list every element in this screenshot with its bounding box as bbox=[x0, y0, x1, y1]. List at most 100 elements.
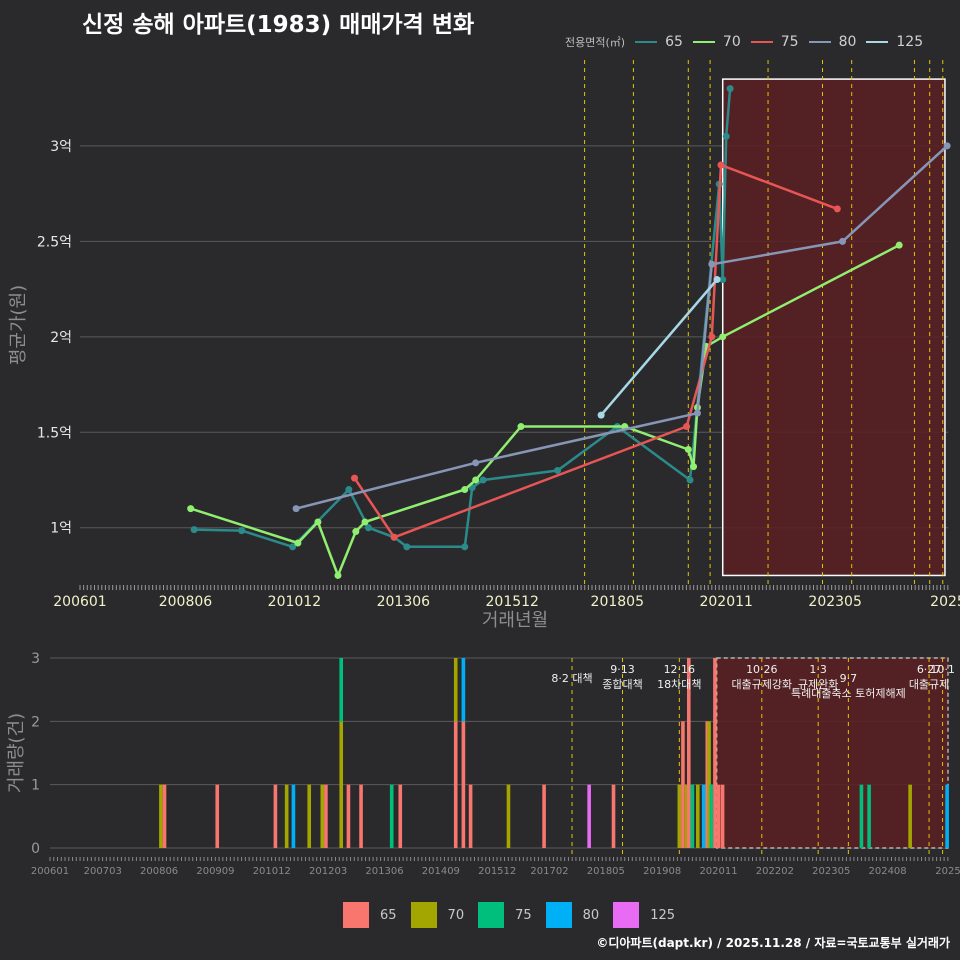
y-tick-label: 2.5억 bbox=[37, 234, 72, 250]
volume-bar-65 bbox=[716, 784, 721, 848]
x-tick-label: 2025 bbox=[935, 866, 960, 877]
volume-bar-75 bbox=[859, 784, 864, 848]
volume-bar-65 bbox=[324, 784, 328, 848]
volume-bar-65 bbox=[162, 784, 167, 848]
x-tick-label: 201702 bbox=[530, 866, 568, 877]
data-point-65 bbox=[686, 476, 694, 484]
data-point-80 bbox=[943, 142, 951, 150]
x-tick-label: 200806 bbox=[140, 866, 178, 877]
data-point-65 bbox=[461, 543, 469, 551]
volume-bar-65 bbox=[713, 658, 717, 848]
x-tick-label: 201805 bbox=[591, 594, 644, 610]
legend-item-65: 65 bbox=[635, 34, 683, 50]
bar-legend-item-65: 65 bbox=[343, 902, 397, 928]
x-tick-label: 202011 bbox=[699, 594, 752, 610]
volume-bar-65 bbox=[681, 721, 685, 848]
bar-legend-swatch bbox=[478, 902, 505, 928]
price-line-chart: 1억 1.5억 2억 2.5억 3억 200601 200806 201012 201306 20… bbox=[8, 60, 960, 631]
x-tick-label: 202202 bbox=[756, 866, 794, 877]
volume-bar-70 bbox=[506, 784, 511, 848]
data-point-75 bbox=[833, 205, 841, 213]
policy-annotation-label: 대출규제강화 bbox=[731, 678, 792, 691]
volume-bar-70 bbox=[908, 784, 912, 848]
bottom-legend: 65 70 75 80 125 bbox=[343, 902, 689, 928]
y-tick-label: 1.5억 bbox=[37, 425, 72, 441]
series-line-125 bbox=[600, 278, 719, 416]
bar-legend-item-70: 70 bbox=[410, 902, 464, 928]
bar-legend-swatch bbox=[545, 902, 572, 928]
series-line-80 bbox=[295, 144, 948, 510]
volume-bar-75 bbox=[339, 658, 344, 722]
data-point-70 bbox=[690, 463, 698, 471]
data-point-80 bbox=[693, 409, 701, 417]
volume-bar-65 bbox=[686, 658, 691, 848]
volume-bar-70 bbox=[453, 658, 458, 722]
y-tick-label: 1억 bbox=[50, 521, 72, 537]
x-tick-label: 201512 bbox=[478, 866, 516, 877]
volume-bar-125 bbox=[587, 784, 591, 848]
legend-item-75: 75 bbox=[750, 34, 799, 50]
volume-bar-65 bbox=[461, 721, 466, 848]
volume-bar-80 bbox=[945, 784, 949, 848]
x-tick-label: 200601 bbox=[53, 594, 106, 610]
series-line-65 bbox=[194, 88, 732, 549]
data-point-65 bbox=[345, 486, 353, 494]
bar-legend-item-125: 125 bbox=[613, 902, 675, 928]
policy-annotation-date: 1·3 bbox=[809, 663, 827, 676]
policy-annotation-date: 10·26 bbox=[746, 663, 778, 676]
x-tick-label: 201409 bbox=[422, 866, 460, 877]
data-point-75 bbox=[683, 423, 691, 431]
policy-annotation-date: 9·7 bbox=[840, 672, 858, 685]
volume-bar-75 bbox=[867, 784, 871, 848]
data-point-80 bbox=[472, 459, 480, 467]
policy-annotation-date: 10·1 bbox=[930, 663, 955, 676]
data-point-70 bbox=[895, 241, 903, 249]
x-tick-label: 202011 bbox=[699, 866, 737, 877]
data-point-70 bbox=[461, 486, 469, 494]
y-tick-label: 3억 bbox=[50, 139, 72, 155]
policy-annotation-date: 12·16 bbox=[664, 663, 696, 676]
legend-swatch bbox=[808, 41, 831, 43]
policy-annotation-date: 9·13 bbox=[610, 663, 635, 676]
x-tick-label: 200601 bbox=[31, 866, 69, 877]
volume-bar-65 bbox=[705, 721, 710, 848]
data-point-65 bbox=[364, 524, 372, 532]
data-point-70 bbox=[334, 571, 342, 579]
volume-bar-70 bbox=[684, 784, 689, 848]
policy-annotation-label: 특례대출축소 토허제해제 bbox=[791, 686, 906, 700]
data-point-70 bbox=[684, 445, 692, 453]
x-tick-label: 202305 bbox=[808, 594, 861, 610]
policy-annotation-label: 대출규제 bbox=[909, 678, 949, 691]
legend-swatch bbox=[866, 41, 889, 43]
data-point-80 bbox=[708, 260, 716, 268]
policy-annotation-label: 18차대책 bbox=[657, 678, 701, 691]
volume-bar-65 bbox=[611, 784, 616, 848]
y-axis-title: 거래량(건) bbox=[6, 713, 27, 793]
data-point-65 bbox=[719, 276, 727, 284]
top-legend: 전용면적(㎡) 65 70 75 80 125 bbox=[565, 32, 933, 52]
volume-bar-70 bbox=[159, 784, 163, 848]
data-point-65 bbox=[238, 527, 246, 535]
x-tick-label: 201512 bbox=[486, 594, 539, 610]
policy-annotation-date: 8·2 대책 bbox=[551, 672, 592, 685]
policy-annotation-label: 규제완화 bbox=[798, 678, 838, 691]
y-tick-label: 1 bbox=[31, 778, 40, 794]
legend-item-80: 80 bbox=[808, 34, 856, 50]
footer-credit: ©디아파트(dapt.kr) / 2025.11.28 / 자료=국토교통부 실… bbox=[596, 936, 950, 950]
data-point-70 bbox=[719, 333, 727, 341]
legend-swatch bbox=[750, 41, 773, 43]
data-point-65 bbox=[190, 526, 198, 534]
volume-bar-65 bbox=[273, 784, 278, 848]
volume-bar-70 bbox=[339, 721, 344, 848]
data-point-75 bbox=[390, 533, 398, 541]
data-point-80 bbox=[292, 505, 300, 513]
data-point-125 bbox=[597, 411, 605, 419]
volume-bar-chart: 0 1 2 3 200601 200703 200806 200909 201012 201203… bbox=[6, 651, 960, 877]
legend-title: 전용면적(㎡) bbox=[565, 36, 626, 49]
volume-bar-70 bbox=[307, 784, 312, 848]
bar-legend-item-75: 75 bbox=[478, 902, 532, 928]
y-tick-label: 2억 bbox=[50, 330, 72, 346]
policy-annotation-date: 6·27 bbox=[917, 663, 942, 676]
data-point-70 bbox=[294, 539, 302, 547]
volume-bar-70 bbox=[284, 784, 289, 848]
